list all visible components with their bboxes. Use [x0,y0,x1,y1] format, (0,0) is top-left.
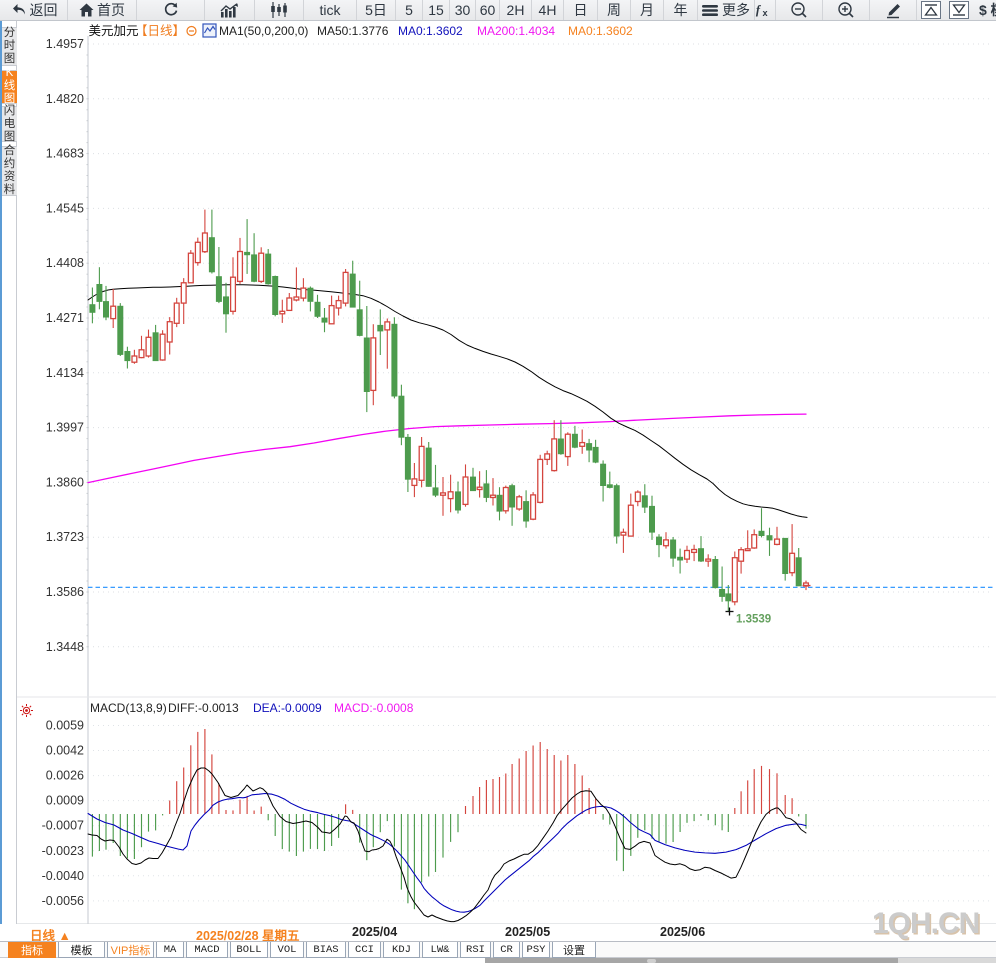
svg-text:MACD:-0.0008: MACD:-0.0008 [334,701,414,715]
svg-text:1.3448: 1.3448 [46,640,84,654]
svg-text:MACD(13,8,9): MACD(13,8,9) [90,701,167,715]
svg-text:-0.0040: -0.0040 [42,869,84,883]
svg-text:1.4134: 1.4134 [46,366,84,380]
svg-text:0.0059: 0.0059 [46,719,84,733]
svg-text:1.4271: 1.4271 [46,311,84,325]
svg-text:0.0026: 0.0026 [46,769,84,783]
svg-text:1.3723: 1.3723 [46,530,84,544]
svg-text:x: x [763,8,769,18]
svg-text:0.0009: 0.0009 [46,794,84,808]
svg-text:1.4545: 1.4545 [46,201,84,215]
svg-text:1.3860: 1.3860 [46,475,84,489]
svg-text:1.4820: 1.4820 [46,92,84,106]
svg-text:-0.0023: -0.0023 [42,844,84,858]
svg-text:美元加元: 美元加元 [89,24,139,38]
svg-text:DIFF:-0.0013: DIFF:-0.0013 [168,701,239,715]
svg-text:【日线】: 【日线】 [135,24,185,38]
svg-text:1.3539: 1.3539 [736,614,771,626]
svg-text:1.3586: 1.3586 [46,585,84,599]
svg-text:MA0:1.3602: MA0:1.3602 [568,24,633,38]
svg-text:DEA:-0.0009: DEA:-0.0009 [253,701,322,715]
svg-text:1.3997: 1.3997 [46,421,84,435]
svg-text:1.4408: 1.4408 [46,256,84,270]
svg-text:f: f [756,3,762,17]
svg-text:-0.0007: -0.0007 [42,819,84,833]
svg-text:MA1(50,0,200,0): MA1(50,0,200,0) [219,24,308,38]
svg-text:MA0:1.3602: MA0:1.3602 [398,24,463,38]
svg-text:1.4683: 1.4683 [46,147,84,161]
svg-text:-0.0056: -0.0056 [42,894,84,908]
svg-text:1.4957: 1.4957 [46,37,84,51]
svg-text:MA50:1.3776: MA50:1.3776 [317,24,389,38]
svg-text:MA200:1.4034: MA200:1.4034 [477,24,555,38]
svg-text:0.0042: 0.0042 [46,744,84,758]
